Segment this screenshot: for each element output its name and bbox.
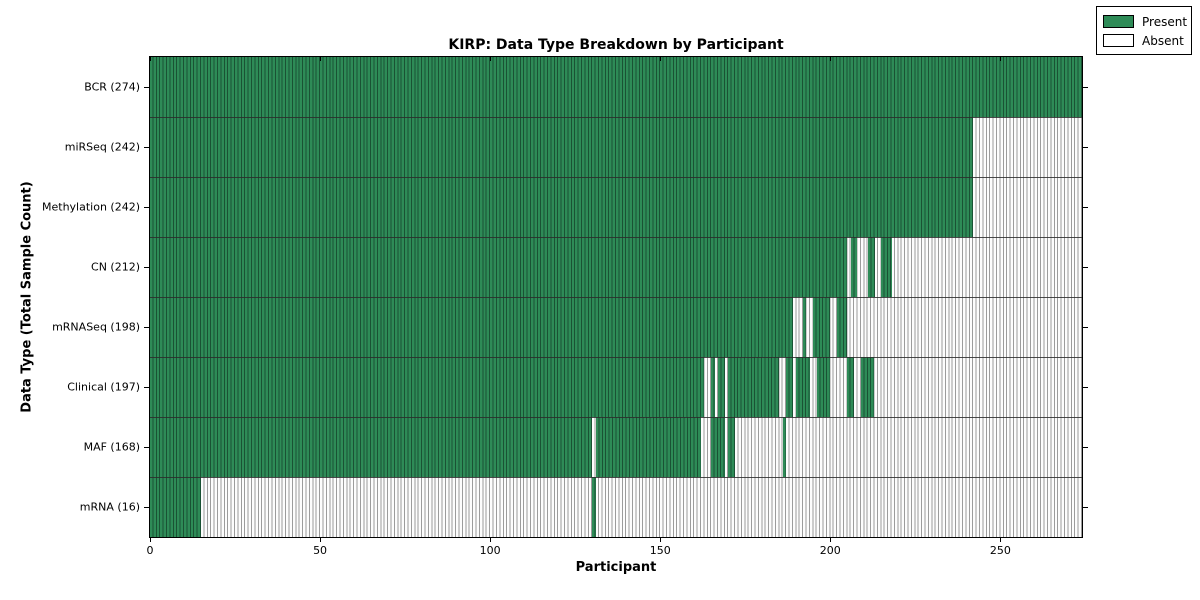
present-segment [150, 177, 974, 237]
present-segment [150, 117, 974, 177]
present-segment [813, 297, 831, 357]
left-tick [144, 446, 149, 448]
right-tick [1083, 386, 1088, 388]
heatmap-row-mRNA [150, 477, 1082, 537]
present-segment [150, 297, 793, 357]
heatmap-row-Methylation [150, 177, 1082, 237]
bottom-tick [489, 538, 491, 542]
xtick-label-200: 200 [819, 544, 841, 557]
present-segment [786, 357, 793, 417]
present-segment [860, 357, 875, 417]
present-segment [718, 357, 725, 417]
top-tick [829, 57, 831, 61]
legend-entry-absent: Absent [1103, 31, 1185, 50]
present-segment [150, 417, 593, 477]
heatmap-row-BCR [150, 57, 1082, 117]
ytick-label-CN: CN (212) [91, 260, 140, 274]
y-axis-label: Data Type (Total Sample Count) [19, 181, 35, 413]
right-tick [1083, 446, 1088, 448]
present-segment [711, 357, 715, 417]
right-tick [1083, 86, 1088, 88]
left-tick [144, 326, 149, 328]
legend: Present Absent [1096, 6, 1192, 55]
present-segment [592, 477, 596, 537]
present-segment [150, 237, 848, 297]
heatmap-plot-area [149, 56, 1083, 538]
ytick-label-miRSeq: miRSeq (242) [64, 140, 140, 154]
top-tick [489, 57, 491, 61]
present-segment [847, 357, 855, 417]
present-segment [728, 417, 736, 477]
left-tick [144, 506, 149, 508]
row-divider [150, 176, 1082, 178]
present-segment [595, 417, 702, 477]
legend-entry-present: Present [1103, 12, 1188, 31]
row-divider [150, 356, 1082, 358]
present-segment [150, 57, 1082, 117]
row-divider [150, 116, 1082, 118]
present-segment [803, 297, 807, 357]
present-segment [796, 357, 810, 417]
xtick-label-150: 150 [649, 544, 671, 557]
present-segment [850, 237, 858, 297]
present-segment [782, 417, 787, 477]
xtick-label-100: 100 [479, 544, 501, 557]
bottom-tick [319, 538, 321, 542]
top-tick [999, 57, 1001, 61]
present-segment [867, 237, 875, 297]
bottom-tick [149, 538, 151, 542]
present-segment [881, 237, 892, 297]
heatmap-row-MAF [150, 417, 1082, 477]
legend-label-absent: Absent [1142, 33, 1184, 48]
row-divider [150, 476, 1082, 478]
bottom-tick [659, 538, 661, 542]
ytick-label-mRNA: mRNA (16) [79, 500, 140, 514]
chart-title: KIRP: Data Type Breakdown by Participant [448, 37, 784, 53]
xtick-label-250: 250 [989, 544, 1011, 557]
heatmap-row-CN [150, 237, 1082, 297]
bottom-tick [999, 538, 1001, 542]
top-tick [149, 57, 151, 61]
ytick-label-MAF: MAF (168) [83, 440, 140, 454]
heatmap-row-mRNASeq [150, 297, 1082, 357]
ytick-label-BCR: BCR (274) [84, 80, 140, 94]
right-tick [1083, 326, 1088, 328]
top-tick [659, 57, 661, 61]
ytick-label-Methylation: Methylation (242) [42, 200, 140, 214]
left-tick [144, 386, 149, 388]
left-tick [144, 86, 149, 88]
x-axis-label: Participant [575, 560, 657, 575]
legend-label-present: Present [1142, 14, 1188, 29]
present-segment [711, 417, 725, 477]
present-swatch-icon [1103, 15, 1134, 28]
present-segment [728, 357, 780, 417]
row-divider [150, 236, 1082, 238]
bottom-tick [829, 538, 831, 542]
left-tick [144, 146, 149, 148]
ytick-label-mRNASeq: mRNASeq (198) [52, 320, 140, 334]
absent-swatch-icon [1103, 34, 1134, 47]
row-divider [150, 296, 1082, 298]
left-tick [144, 266, 149, 268]
ytick-label-Clinical: Clinical (197) [67, 380, 140, 394]
heatmap-row-Clinical [150, 357, 1082, 417]
present-segment [837, 297, 848, 357]
present-segment [150, 357, 705, 417]
right-tick [1083, 206, 1088, 208]
row-divider [150, 416, 1082, 418]
top-tick [319, 57, 321, 61]
present-segment [816, 357, 831, 417]
xtick-label-50: 50 [313, 544, 328, 557]
xtick-label-0: 0 [146, 544, 154, 557]
present-segment [150, 477, 202, 537]
heatmap-row-miRSeq [150, 117, 1082, 177]
left-tick [144, 206, 149, 208]
right-tick [1083, 266, 1088, 268]
right-tick [1083, 506, 1088, 508]
right-tick [1083, 146, 1088, 148]
